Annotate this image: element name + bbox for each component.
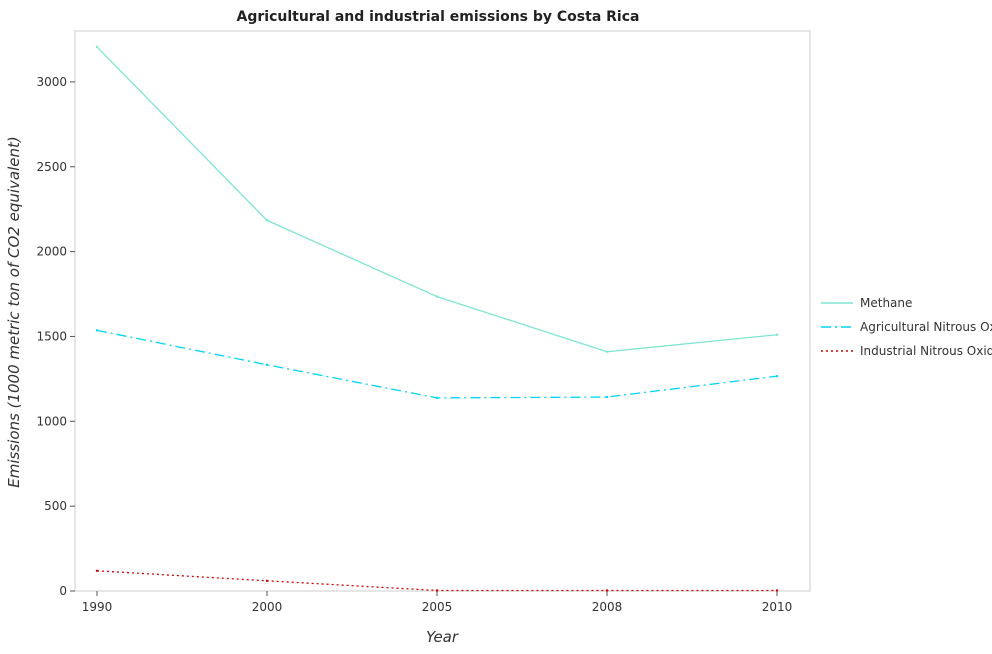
data-point-industrial-nitrous-oxide: [95, 569, 99, 573]
data-point-agricultural-nitrous-oxide: [265, 363, 269, 366]
data-point-agricultural-nitrous-oxide: [775, 374, 779, 378]
data-point-methane: [435, 295, 439, 298]
y-axis: 0 500 1000 1500 2000 2500 3000: [36, 75, 75, 598]
data-point-agricultural-nitrous-oxide: [435, 396, 439, 400]
y-axis-label: Emissions (1000 metric ton of CO2 equiva…: [5, 136, 23, 487]
x-tick-label: 2010: [762, 600, 793, 614]
data-point-industrial-nitrous-oxide: [265, 579, 269, 583]
y-tick-label: 3000: [36, 75, 67, 89]
data-point-methane: [95, 45, 99, 49]
y-tick-label: 500: [44, 499, 67, 513]
x-tick-label: 2000: [252, 600, 283, 614]
y-tick-label: 1500: [36, 329, 67, 343]
y-tick-label: 0: [59, 584, 67, 598]
x-tick-label: 2008: [592, 600, 623, 614]
chart-title: Agricultural and industrial emissions by…: [237, 9, 640, 25]
data-point-agricultural-nitrous-oxide: [95, 329, 99, 332]
legend: Methane Agricultural Nitrous Oxide Industr…: [821, 296, 992, 358]
y-tick-label: 1000: [36, 414, 67, 428]
data-point-methane: [265, 219, 269, 222]
series-layer: [95, 45, 779, 592]
data-point-industrial-nitrous-oxide: [775, 589, 779, 592]
legend-label-methane: Methane: [860, 296, 912, 310]
legend-label-agricultural-nitrous-oxide: Agricultural Nitrous Oxide: [860, 320, 992, 334]
data-point-industrial-nitrous-oxide: [435, 589, 439, 592]
x-tick-label: 1990: [82, 600, 113, 614]
y-tick-label: 2000: [36, 245, 67, 259]
data-point-industrial-nitrous-oxide: [605, 589, 609, 592]
x-axis-label: Year: [426, 628, 459, 646]
data-point-methane: [605, 350, 609, 353]
legend-label-industrial-nitrous-oxide: Industrial Nitrous Oxide: [860, 344, 992, 358]
data-point-agricultural-nitrous-oxide: [605, 395, 609, 399]
x-tick-label: 2005: [422, 600, 453, 614]
y-tick-label: 2500: [36, 160, 67, 174]
data-point-methane: [775, 333, 779, 336]
x-axis: 1990 2000 2005 2008 2010: [82, 591, 793, 614]
